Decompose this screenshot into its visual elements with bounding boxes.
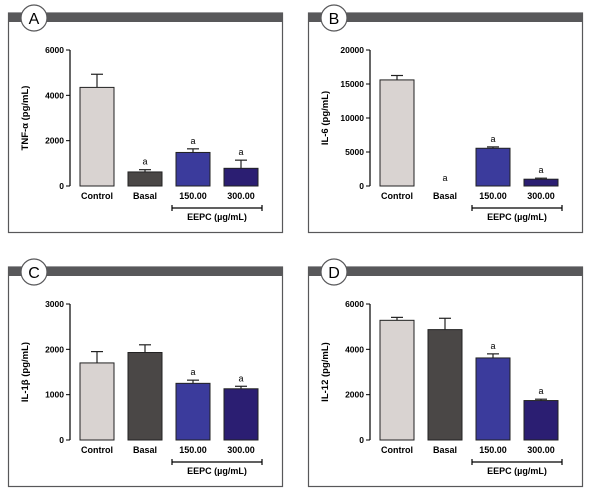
- y-tick-label: 6000: [45, 45, 64, 55]
- category-label: Basal: [133, 191, 157, 201]
- bar: [379, 79, 415, 187]
- bar: [523, 400, 559, 441]
- y-tick-label: 1000: [45, 390, 64, 400]
- group-label: EEPC (µg/mL): [487, 212, 547, 222]
- y-tick-label: 4000: [345, 344, 364, 354]
- category-label: Basal: [433, 445, 457, 455]
- category-label: Basal: [133, 445, 157, 455]
- bar: [379, 319, 415, 441]
- panel-badge: [20, 258, 48, 286]
- panel-d: D 0 2000 4000 6000 IL-12 (pg/mL) Control Basal a…: [307, 258, 584, 488]
- group-label: EEPC (µg/mL): [187, 466, 247, 476]
- annotation-label: a: [538, 165, 543, 175]
- category-label: Control: [381, 191, 413, 201]
- bar: [79, 362, 115, 441]
- category-label: 300.00: [227, 445, 255, 455]
- annotation-label: a: [490, 134, 495, 144]
- panel-header-bar: [8, 267, 283, 276]
- group-label: EEPC (µg/mL): [187, 212, 247, 222]
- annotation-label: a: [442, 173, 447, 183]
- panel-a: A 0 2000 4000 6000 TNF-α (pg/mL) Control a Basal…: [7, 4, 284, 234]
- panel-frame: [307, 12, 584, 234]
- panel-letter: C: [28, 265, 40, 282]
- y-axis-label: IL-12 (pg/mL): [320, 342, 331, 402]
- y-tick-label: 15000: [340, 79, 364, 89]
- annotation-label: a: [190, 367, 195, 377]
- y-tick-label: 4000: [45, 90, 64, 100]
- bar: [79, 86, 115, 187]
- category-label: 300.00: [227, 191, 255, 201]
- panel-letter: A: [29, 11, 40, 28]
- annotation-label: a: [238, 373, 243, 383]
- category-label: Control: [381, 445, 413, 455]
- chart-svg-d: D 0 2000 4000 6000 IL-12 (pg/mL) Control Basal a…: [307, 258, 584, 488]
- group-label: EEPC (µg/mL): [487, 466, 547, 476]
- chart-svg-c: C 0 1000 2000 3000 IL-1β (pg/mL) Control Basal a…: [7, 258, 284, 488]
- y-tick-label: 3000: [45, 299, 64, 309]
- annotation-label: a: [142, 157, 147, 167]
- chart-svg-b: B 0 5000 10000 15000 20000 IL-6 (pg/mL) Control…: [307, 4, 584, 234]
- bar: [127, 171, 163, 187]
- annotation-label: a: [538, 386, 543, 396]
- annotation-label: a: [190, 136, 195, 146]
- bar: [475, 357, 511, 441]
- bar: [427, 329, 463, 441]
- category-label: 150.00: [179, 445, 207, 455]
- bar: [475, 147, 511, 187]
- y-tick-label: 0: [59, 435, 64, 445]
- bar: [127, 352, 163, 441]
- bar: [523, 178, 559, 187]
- bar: [223, 167, 259, 187]
- y-tick-label: 5000: [345, 147, 364, 157]
- y-tick-label: 2000: [45, 344, 64, 354]
- category-label: 150.00: [479, 191, 507, 201]
- panel-header-bar: [8, 13, 283, 22]
- y-axis-label: TNF-α (pg/mL): [20, 86, 31, 151]
- category-label: 150.00: [179, 191, 207, 201]
- category-label: 300.00: [527, 445, 555, 455]
- panel-c: C 0 1000 2000 3000 IL-1β (pg/mL) Control Basal a…: [7, 258, 284, 488]
- y-axis-label: IL-1β (pg/mL): [20, 342, 31, 402]
- panel-badge: [20, 4, 48, 32]
- y-tick-label: 10000: [340, 113, 364, 123]
- category-label: Basal: [433, 191, 457, 201]
- y-tick-label: 0: [59, 181, 64, 191]
- panel-letter: D: [328, 265, 340, 282]
- y-tick-label: 0: [359, 435, 364, 445]
- panel-letter: B: [329, 11, 340, 28]
- category-label: Control: [81, 445, 113, 455]
- bar: [175, 382, 211, 441]
- category-label: 150.00: [479, 445, 507, 455]
- y-tick-label: 20000: [340, 45, 364, 55]
- y-axis-label: IL-6 (pg/mL): [320, 91, 331, 145]
- bar: [175, 151, 211, 187]
- panel-b: B 0 5000 10000 15000 20000 IL-6 (pg/mL) Control…: [307, 4, 584, 234]
- category-label: 300.00: [527, 191, 555, 201]
- bar: [223, 388, 259, 441]
- panel-badge: [320, 4, 348, 32]
- chart-svg-a: A 0 2000 4000 6000 TNF-α (pg/mL) Control a Basal…: [7, 4, 284, 234]
- category-label: Control: [81, 191, 113, 201]
- annotation-label: a: [238, 147, 243, 157]
- y-tick-label: 2000: [345, 390, 364, 400]
- annotation-label: a: [490, 341, 495, 351]
- panel-badge: [320, 258, 348, 286]
- panel-frame: [7, 12, 284, 234]
- y-tick-label: 0: [359, 181, 364, 191]
- y-tick-label: 2000: [45, 136, 64, 146]
- y-tick-label: 6000: [345, 299, 364, 309]
- panel-header-bar: [308, 13, 583, 22]
- panel-header-bar: [308, 267, 583, 276]
